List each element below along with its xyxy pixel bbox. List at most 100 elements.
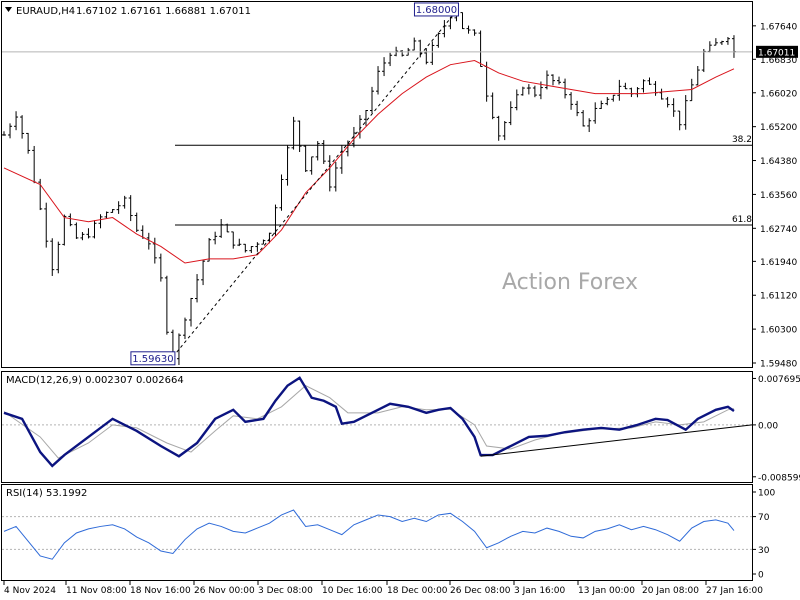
x-label-9: 13 Jan 00:00: [578, 586, 635, 596]
rsi-y-label-0: 100: [758, 489, 775, 499]
price-bar: [442, 20, 447, 38]
price-bar: [92, 220, 97, 239]
macd-trendline: [480, 424, 753, 457]
price-ohlc: 1.67102 1.67161 1.66881 1.67011: [76, 6, 251, 17]
x-label-10: 20 Jan 08:00: [642, 586, 699, 596]
price-bar: [412, 37, 417, 51]
price-bar: [219, 219, 224, 238]
price-y-axis: 1.67640 1.66830 1.66020 1.65200 1.64380 1.635…: [752, 22, 797, 370]
price-bar: [382, 57, 387, 77]
price-bar: [195, 274, 200, 303]
price-annotation-box-0: [413, 2, 459, 17]
price-y-label-5: 1.63560: [760, 191, 797, 201]
price-bar: [164, 275, 169, 335]
price-bar: [110, 209, 115, 213]
price-annotation-box-1: [130, 351, 176, 366]
price-bar: [74, 222, 79, 239]
macd-panel-frame: [1, 371, 753, 483]
macd-line: [3, 376, 735, 468]
price-annotation-0: 1.68000: [416, 5, 457, 16]
price-bar: [677, 110, 682, 131]
macd-signal-line: [3, 385, 735, 459]
price-bar: [98, 214, 103, 229]
price-bar: [605, 97, 610, 106]
price-bar: [116, 201, 121, 214]
price-bar: [86, 228, 91, 239]
macd-y-axis: 0.007695 0.00 -0.008599: [2, 375, 800, 483]
price-bar: [647, 77, 652, 85]
x-label-8: 3 Jan 16:00: [514, 586, 566, 596]
price-bar: [50, 238, 55, 276]
macd-y-label-0: 0.007695: [758, 375, 800, 385]
price-bar: [26, 132, 31, 154]
price-bar: [122, 195, 127, 209]
price-panel: EURAUD,H4 1.67102 1.67161 1.66881 1.6701…: [1, 1, 798, 370]
price-bar: [8, 123, 13, 139]
price-bar: [599, 100, 604, 110]
price-y-label-7: 1.61940: [760, 258, 797, 268]
x-label-3: 26 Nov 00:00: [194, 586, 255, 596]
rsi-y-label-3: 0: [758, 571, 764, 581]
price-bar: [641, 79, 646, 93]
price-bar: [134, 212, 139, 233]
current-price-tag: [756, 45, 798, 58]
price-bar: [557, 76, 562, 85]
rsi-line: [3, 509, 735, 560]
price-bar: [182, 317, 187, 340]
price-bar: [376, 66, 381, 95]
collapse-triangle-icon[interactable]: [5, 7, 12, 12]
price-bar: [44, 202, 49, 248]
price-bar: [575, 100, 580, 117]
price-bar: [472, 29, 477, 36]
price-bar: [261, 239, 266, 245]
price-y-label-1: 1.66830: [760, 56, 797, 66]
price-bar: [436, 32, 441, 48]
price-bar: [243, 243, 248, 253]
price-bar: [701, 48, 706, 73]
price-bar: [508, 101, 513, 126]
price-bar: [514, 89, 519, 111]
price-bar: [635, 87, 640, 98]
price-bar: [146, 232, 151, 250]
price-bar: [671, 98, 676, 117]
price-bar: [309, 156, 314, 175]
price-bar: [68, 213, 73, 227]
x-label-6: 18 Dec 00:00: [387, 586, 448, 596]
rsi-panel: RSI(14) 53.1992 100 70 30 0: [1, 484, 775, 581]
price-bar: [550, 74, 555, 86]
x-label-1: 11 Nov 08:00: [66, 586, 127, 596]
price-title: EURAUD,H4: [16, 6, 75, 17]
price-bar: [478, 30, 483, 68]
price-bar: [201, 260, 206, 286]
rsi-y-axis: 100 70 30 0: [2, 489, 775, 581]
price-bar: [285, 145, 290, 186]
price-bar: [430, 41, 435, 65]
price-y-label-9: 1.60300: [760, 326, 797, 336]
price-bar: [388, 52, 393, 67]
price-bar: [32, 145, 37, 184]
fib-label-38.2: 38.2: [732, 135, 752, 145]
x-label-0: 4 Nov 2024: [4, 586, 56, 596]
price-bar: [502, 121, 507, 141]
price-bar: [731, 35, 736, 58]
rsi-y-label-1: 70: [758, 513, 770, 523]
price-bar: [653, 81, 658, 96]
price-bar: [333, 161, 338, 192]
price-bar: [80, 232, 85, 241]
price-bar: [587, 118, 592, 133]
price-bar: [213, 231, 218, 245]
price-bar: [20, 115, 25, 139]
price-y-label-2: 1.66020: [760, 89, 797, 99]
price-bar: [104, 211, 109, 219]
price-bar: [237, 238, 242, 247]
price-y-label-3: 1.65200: [760, 123, 797, 133]
price-bar: [569, 92, 574, 110]
price-bar: [460, 12, 465, 30]
moving-average-line: [3, 60, 735, 264]
price-bar: [315, 141, 320, 161]
price-bar: [683, 95, 688, 130]
rsi-y-label-2: 30: [758, 546, 770, 556]
price-bar: [424, 48, 429, 65]
price-bar: [2, 131, 6, 136]
